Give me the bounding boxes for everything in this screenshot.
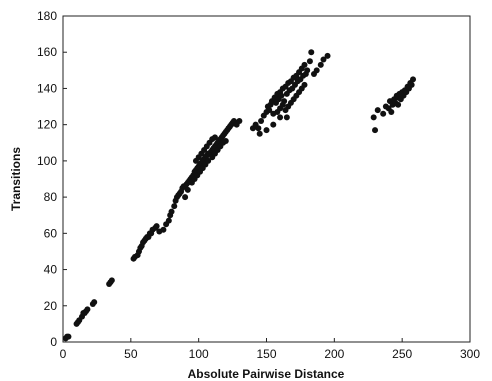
data-point	[222, 137, 229, 144]
data-point	[304, 67, 311, 74]
x-axis-label: Absolute Pairwise Distance	[188, 367, 345, 381]
x-tick-label: 250	[392, 347, 412, 361]
data-point	[388, 108, 395, 115]
data-point	[153, 223, 160, 230]
y-tick-label: 80	[44, 190, 58, 204]
y-tick-label: 20	[44, 299, 58, 313]
data-point	[184, 186, 191, 193]
data-point	[84, 306, 91, 313]
data-point	[108, 277, 115, 284]
plot-area	[62, 15, 471, 343]
data-point	[374, 107, 381, 114]
data-point	[301, 81, 308, 88]
data-point	[171, 203, 178, 210]
data-point	[283, 114, 290, 121]
data-point	[266, 107, 273, 114]
data-points	[62, 49, 417, 342]
data-point	[279, 101, 286, 108]
data-point	[165, 217, 172, 224]
data-point	[370, 114, 377, 121]
y-tick-label: 60	[44, 226, 58, 240]
y-tick-label: 100	[37, 154, 57, 168]
x-tick-label: 150	[256, 347, 276, 361]
data-point	[263, 127, 270, 134]
data-point	[410, 76, 417, 83]
data-point	[205, 157, 212, 164]
data-point	[182, 194, 189, 201]
data-point	[168, 208, 175, 215]
data-point	[317, 61, 324, 68]
y-tick-label: 180	[37, 9, 57, 23]
y-axis-label: Transitions	[9, 147, 23, 211]
data-point	[320, 56, 327, 63]
y-tick-label: 40	[44, 263, 58, 277]
data-point	[277, 114, 284, 121]
x-axis: 0 50 100 150 200 250 300	[60, 338, 480, 361]
data-point	[211, 134, 218, 141]
x-tick-label: 100	[189, 347, 209, 361]
data-point	[258, 118, 265, 125]
data-point	[372, 127, 379, 134]
data-point	[380, 110, 387, 117]
data-point	[91, 299, 98, 306]
data-point	[270, 121, 277, 128]
data-point	[395, 101, 402, 108]
data-point	[408, 81, 415, 88]
data-point	[301, 61, 308, 68]
data-point	[306, 58, 313, 65]
data-point	[313, 67, 320, 74]
data-point	[65, 333, 72, 340]
x-tick-label: 0	[60, 347, 67, 361]
y-tick-label: 140	[37, 81, 57, 95]
data-point	[255, 125, 262, 132]
x-tick-label: 200	[324, 347, 344, 361]
y-tick-label: 160	[37, 45, 57, 59]
data-point	[256, 130, 263, 137]
y-tick-label: 120	[37, 118, 57, 132]
data-point	[324, 52, 331, 59]
x-tick-label: 300	[460, 347, 480, 361]
y-tick-label: 0	[50, 335, 57, 349]
y-axis: 0 20 40 60 80 100 120 140 160 180	[37, 9, 67, 349]
data-point	[308, 49, 315, 56]
data-point	[278, 92, 285, 99]
x-tick-label: 50	[124, 347, 138, 361]
data-point	[160, 226, 167, 233]
data-point	[236, 118, 243, 125]
